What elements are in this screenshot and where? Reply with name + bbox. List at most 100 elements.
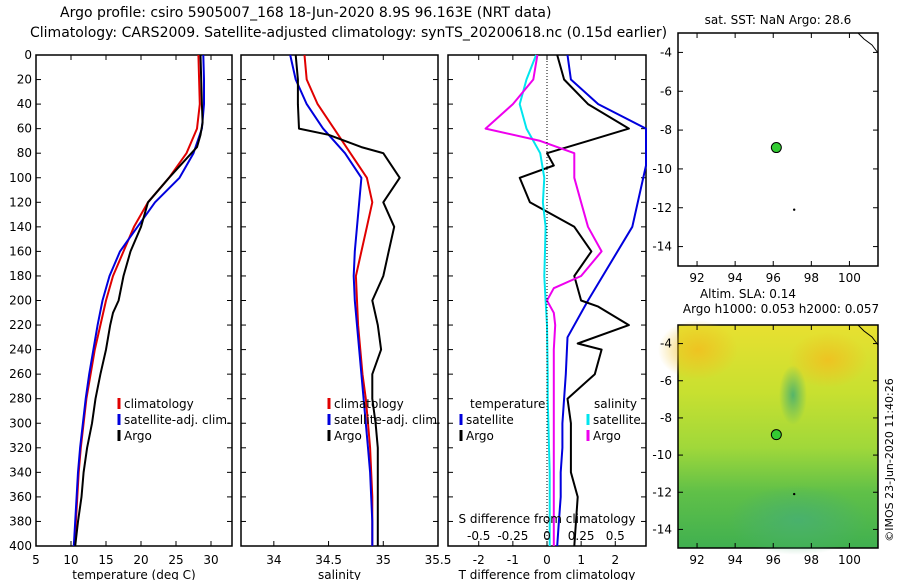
salinity-frame [240,54,439,547]
sst-map-ytick-label: -12 [652,201,672,215]
sst-map-coastline [857,32,879,54]
ytick-label: 180 [9,269,32,283]
sla-map-island [792,492,796,496]
difference-legend-label: satellite [466,413,514,427]
ytick-label: 320 [9,441,32,455]
difference-series-temperature-satellite [556,54,647,547]
ytick-label: 400 [9,539,32,553]
temperature-series-argo [74,54,204,547]
salinity-xtick-label: 34 [266,553,281,567]
ytick-label: 300 [9,416,32,430]
sla-map-xtick-label: 98 [804,553,819,567]
sst-map-xtick-label: 100 [838,271,861,285]
salinity-legend-label: Argo [334,429,362,443]
difference-series-salinity-argo [484,54,603,546]
sla-map-xtick-label: 94 [728,553,743,567]
sla-map-xtick-label: 92 [689,553,704,567]
salinity-legend-label: satellite-adj. clim. [334,413,441,427]
difference-xtick-label: 2 [611,553,619,567]
difference-s-tick-label: -0.25 [497,529,528,543]
difference-xtick-label: -1 [507,553,519,567]
salinity-panel [240,54,439,547]
difference-legend-label: Argo [593,429,621,443]
chart-title-line1: Argo profile: csiro 5905007_168 18-Jun-2… [60,5,552,21]
difference-series-temperature-argo [518,54,630,547]
difference-series-salinity-satellite [518,54,551,546]
sst-map-ytick-label: -14 [652,240,672,254]
ytick-label: 40 [17,97,32,111]
sst-map-xtick-label: 94 [728,271,743,285]
ytick-label: 140 [9,220,32,234]
sla-warm-patch [788,332,868,388]
sla-map-ytick-label: -8 [660,411,672,425]
sla-map-xtick-label: 100 [838,553,861,567]
temperature-xtick-label: 10 [63,553,78,567]
temperature-legend-label: climatology [124,397,194,411]
salinity-legend-label: climatology [334,397,404,411]
ytick-label: 120 [9,195,32,209]
difference-legend-header-s: salinity [594,397,637,411]
sst-map-panel [677,32,879,267]
ytick-label: 160 [9,244,32,258]
salinity-xtick-label: 34.5 [315,553,342,567]
sla-map-title-line1: Altim. SLA: 0.14 [700,287,796,301]
ytick-label: 20 [17,73,32,87]
salinity-xtick-label: 35 [376,553,391,567]
sla-map-ytick-label: -14 [652,522,672,536]
sla-low-patch [779,365,807,425]
temperature-xtick-label: 15 [98,553,113,567]
difference-legend-label: satellite [593,413,641,427]
sla-map-xtick-label: 96 [766,553,781,567]
difference-legend-label: Argo [466,429,494,443]
temperature-xtick-label: 30 [203,553,218,567]
sst-map-xtick-label: 96 [766,271,781,285]
difference-s-tick-label: 0.25 [568,529,595,543]
temperature-panel [35,54,233,547]
sla-map-coastline [857,324,879,346]
sla-map-ytick-label: -10 [652,448,672,462]
sst-map-island [792,208,796,211]
sst-map-xtick-label: 92 [689,271,704,285]
salinity-series-climatology [303,54,374,546]
difference-panel [447,54,647,547]
sla-map-ytick-label: -6 [660,374,672,388]
temperature-xtick-label: 20 [133,553,148,567]
salinity-xtick-label: 35.5 [425,553,452,567]
ytick-label: 380 [9,514,32,528]
sst-map-ytick-label: -6 [660,84,672,98]
sla-map-argo-marker [770,429,782,441]
temperature-legend-label: satellite-adj. clim. [124,413,231,427]
difference-xtick-label: 1 [577,553,585,567]
sst-map-xtick-label: 98 [804,271,819,285]
sla-map-title-line2: Argo h1000: 0.053 h2000: 0.057 [683,302,879,316]
difference-s-tick-label: 0 [543,529,551,543]
ytick-label: 0 [24,48,32,62]
difference-legend-header-t: temperature [470,397,545,411]
difference-xtick-label: -2 [473,553,485,567]
temperature-xlabel: temperature (deg C) [72,568,195,580]
sla-map-ytick-label: -12 [652,485,672,499]
salinity-series-satellite-adj-clim- [289,54,374,546]
sst-map-ytick-label: -8 [660,123,672,137]
ytick-label: 60 [17,122,32,136]
difference-xtick-label: 0 [543,553,551,567]
sst-map-title: sat. SST: NaN Argo: 28.6 [705,13,852,27]
ytick-label: 100 [9,171,32,185]
difference-s-tick-label: 0.5 [606,529,625,543]
sla-warm-patch [658,320,738,380]
sla-low-patch [728,485,868,555]
temperature-legend-label: Argo [124,429,152,443]
ytick-label: 80 [17,146,32,160]
ytick-label: 360 [9,490,32,504]
temperature-xtick-label: 25 [168,553,183,567]
sla-map-panel [658,320,879,555]
difference-s-tick-label: -0.5 [467,529,490,543]
ytick-label: 200 [9,294,32,308]
ytick-label: 240 [9,343,32,357]
ytick-label: 260 [9,367,32,381]
salinity-series-argo [294,54,401,546]
sst-map-ytick-label: -10 [652,162,672,176]
ytick-label: 340 [9,465,32,479]
ytick-label: 220 [9,318,32,332]
imos-credit: ©IMOS 23-Jun-2020 11:40:26 [883,378,896,542]
